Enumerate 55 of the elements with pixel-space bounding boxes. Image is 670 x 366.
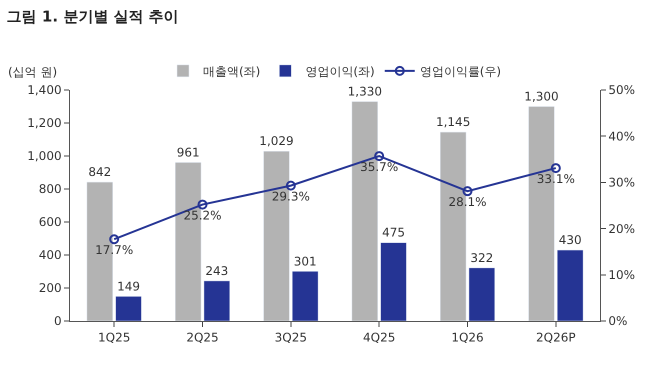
y2-tick-label: 30% (608, 176, 636, 190)
chart-title: 그림 1. 분기별 실적 추이 (6, 7, 179, 26)
y2-tick-label: 50% (608, 83, 636, 98)
y-axis-title: (십억 원) (8, 65, 58, 79)
data-label: 17.7% (95, 243, 134, 258)
data-label: 149 (117, 279, 140, 294)
data-label: 33.1% (536, 172, 575, 186)
legend-label: 영업이익률(우) (420, 64, 502, 79)
y-tick-label: 1,200 (27, 116, 62, 130)
x-tick-label: 3Q25 (274, 330, 308, 344)
x-tick-label: 1Q26 (451, 330, 484, 344)
y2-tick-label: 0% (608, 314, 628, 328)
x-tick-label: 2Q25 (186, 330, 219, 344)
x-tick-label: 4Q25 (362, 330, 396, 344)
bar (292, 271, 318, 321)
data-label: 301 (294, 254, 317, 268)
point (198, 200, 208, 210)
y-tick-label: 200 (38, 281, 62, 296)
data-label: 35.7% (360, 160, 398, 174)
data-label: 243 (205, 264, 228, 278)
data-label: 25.2% (183, 208, 222, 223)
y-tick-label: 1,000 (27, 149, 62, 164)
y2-tick-label: 20% (608, 222, 636, 236)
data-label: 322 (470, 250, 494, 265)
point (374, 151, 384, 162)
data-label: 1,145 (436, 115, 470, 130)
data-label: 430 (558, 233, 582, 248)
y2-tick-label: 40% (608, 129, 636, 144)
y-tick-label: 800 (38, 182, 62, 196)
point (109, 234, 120, 244)
data-label: 1,330 (348, 84, 382, 99)
data-label: 29.3% (272, 190, 310, 204)
point (462, 186, 472, 196)
bar (468, 268, 496, 321)
data-label: 842 (88, 165, 112, 180)
legend-label: 영업이익(좌) (305, 64, 375, 79)
point (286, 180, 296, 191)
y-tick-label: 400 (38, 248, 62, 262)
bar (380, 242, 407, 321)
data-label: 1,029 (259, 134, 294, 148)
y2-tick-label: 10% (608, 268, 636, 282)
point (550, 163, 561, 174)
y-tick-label: 0 (54, 314, 62, 328)
bar (115, 296, 142, 321)
y-tick-label: 1,400 (27, 83, 62, 98)
y-tick-label: 600 (38, 215, 62, 230)
legend-label: 매출액(좌) (203, 64, 260, 79)
x-tick-label: 1Q25 (98, 330, 130, 344)
bar (204, 280, 230, 321)
bar (557, 250, 584, 321)
data-label: 475 (382, 226, 405, 240)
data-label: 961 (176, 145, 200, 160)
x-tick-label: 2Q26P (536, 330, 576, 344)
data-label: 1,300 (524, 90, 559, 104)
data-label: 28.1% (448, 195, 487, 210)
